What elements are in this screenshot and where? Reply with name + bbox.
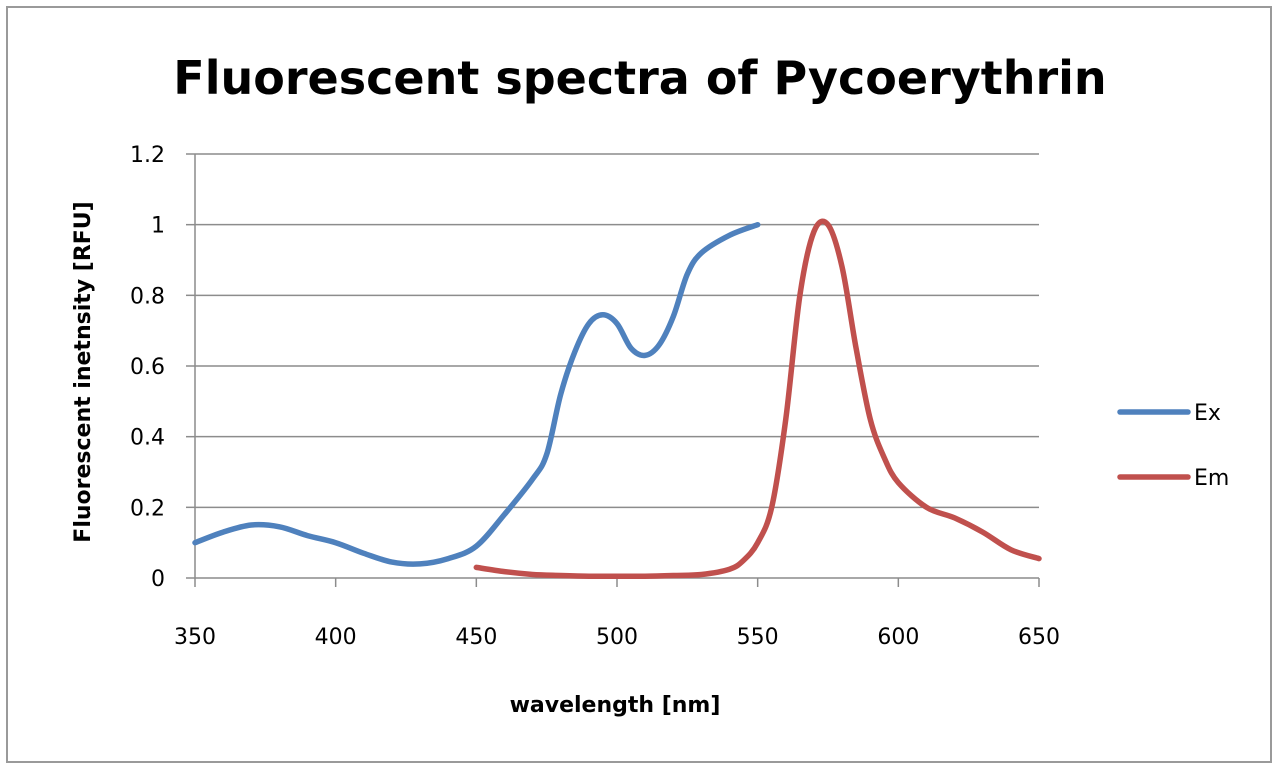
x-tick-label: 450 bbox=[455, 625, 497, 650]
chart-title: Fluorescent spectra of Pycoerythrin bbox=[173, 51, 1106, 105]
legend-label-ex: Ex bbox=[1194, 401, 1221, 426]
x-tick-label: 350 bbox=[174, 625, 216, 650]
y-axis-label: Fluorescent inetnsity [RFU] bbox=[71, 201, 96, 542]
chart-svg: Fluorescent spectra of Pycoerythrin 0 0.2… bbox=[71, 51, 1229, 718]
y-tick-label: 0.6 bbox=[130, 355, 165, 380]
series-line-em bbox=[473, 218, 1042, 580]
y-tick-label: 0.2 bbox=[130, 496, 165, 521]
x-tick-label: 400 bbox=[315, 625, 357, 650]
y-tick-label: 0.8 bbox=[130, 284, 165, 309]
y-tick-label: 1 bbox=[151, 214, 165, 239]
x-tick-label: 600 bbox=[877, 625, 919, 650]
series-line-ex bbox=[192, 221, 761, 567]
x-axis-label: wavelength [nm] bbox=[510, 693, 721, 718]
y-tick-label: 0.4 bbox=[130, 426, 165, 451]
y-tick-label: 1.2 bbox=[130, 143, 165, 168]
x-tick-label: 500 bbox=[596, 625, 638, 650]
x-tick-label: 650 bbox=[1018, 625, 1060, 650]
legend-label-em: Em bbox=[1194, 466, 1229, 491]
chart-frame: Fluorescent spectra of Pycoerythrin 0 0.2… bbox=[6, 6, 1272, 763]
x-tick-label: 550 bbox=[737, 625, 779, 650]
y-tick-label: 0 bbox=[151, 567, 165, 592]
